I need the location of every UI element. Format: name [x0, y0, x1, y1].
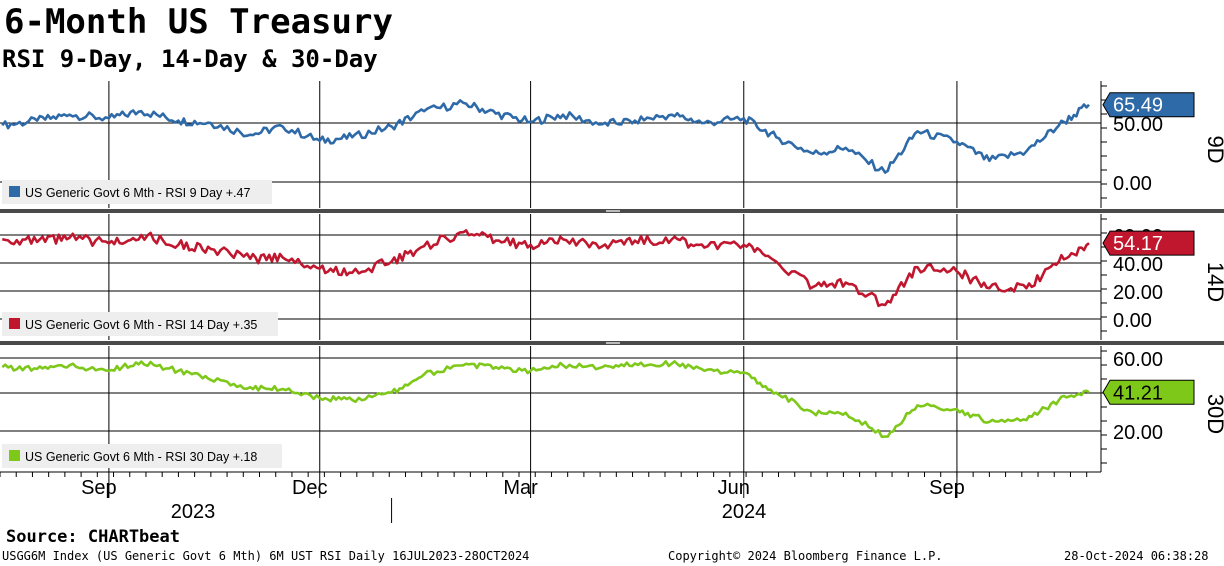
x-tick-label: Mar — [503, 477, 538, 499]
legend: US Generic Govt 6 Mth - RSI 30 Day +.18 — [2, 444, 282, 468]
footer-timestamp: 28-Oct-2024 06:38:28 — [1064, 549, 1209, 563]
x-tick-label: Jun — [718, 477, 750, 499]
year-label: 2023 — [171, 501, 216, 523]
last-value-badge: 65.49 — [1102, 92, 1195, 118]
page-title: 6-Month US Treasury — [4, 2, 393, 42]
y-tick-label: 60.00 — [1113, 349, 1163, 371]
year-label: 2024 — [722, 501, 767, 523]
y-tick-label: 0.00 — [1113, 173, 1152, 195]
panel-separator-grip — [606, 210, 620, 212]
last-value-badge: 41.21 — [1102, 379, 1195, 405]
last-value-label: 41.21 — [1113, 382, 1163, 404]
legend-box — [2, 180, 272, 204]
last-value-badge: 54.17 — [1102, 230, 1195, 256]
panel-label: 9D — [1203, 135, 1224, 163]
y-tick-label: 0.00 — [1113, 310, 1152, 332]
panel-label: 14D — [1203, 262, 1224, 302]
panel-label: 30D — [1203, 394, 1224, 434]
legend-swatch — [9, 450, 20, 461]
series-line-14d — [1, 229, 1090, 308]
panel-30d: 60.00 20.00 41.21 30D US Generic Govt 6 Mth … — [0, 346, 1224, 472]
x-tick-label: Dec — [292, 477, 328, 499]
legend-label: US Generic Govt 6 Mth - RSI 30 Day +.18 — [25, 450, 257, 464]
y-tick-label: 40.00 — [1113, 254, 1163, 276]
panel-separator-grip — [606, 342, 620, 344]
y-tick-label: 20.00 — [1113, 422, 1163, 444]
y-tick-label: 20.00 — [1113, 282, 1163, 304]
legend-label: US Generic Govt 6 Mth - RSI 9 Day +.47 — [25, 186, 250, 200]
last-value-label: 54.17 — [1113, 233, 1163, 255]
legend: US Generic Govt 6 Mth - RSI 14 Day +.35 — [2, 312, 278, 336]
last-value-label: 65.49 — [1113, 95, 1163, 117]
last-value-badge-shape — [1102, 379, 1195, 405]
x-tick-label: Sep — [81, 477, 117, 499]
legend-swatch — [9, 318, 20, 329]
footer-copyright: Copyright© 2024 Bloomberg Finance L.P. — [668, 549, 943, 563]
legend-swatch — [9, 186, 20, 197]
legend: US Generic Govt 6 Mth - RSI 9 Day +.47 — [2, 180, 272, 204]
panel-9d: 50.00 0.00 65.49 9D US Generic Govt 6 Mth - … — [0, 81, 1224, 208]
legend-box — [2, 444, 282, 468]
y-tick-label: 50.00 — [1113, 114, 1163, 136]
series-line-30d — [1, 360, 1090, 439]
page-subtitle: RSI 9-Day, 14-Day & 30-Day — [2, 45, 378, 73]
last-value-badge-shape — [1102, 230, 1195, 256]
series-line-9d — [1, 99, 1090, 174]
legend-box — [2, 312, 278, 336]
source-label: Source: CHARTbeat — [6, 527, 180, 547]
x-tick-label: Sep — [929, 477, 965, 499]
last-value-badge-shape — [1102, 92, 1195, 118]
legend-label: US Generic Govt 6 Mth - RSI 14 Day +.35 — [25, 318, 257, 332]
footer-index-info: USGG6M Index (US Generic Govt 6 Mth) 6M … — [2, 549, 530, 563]
